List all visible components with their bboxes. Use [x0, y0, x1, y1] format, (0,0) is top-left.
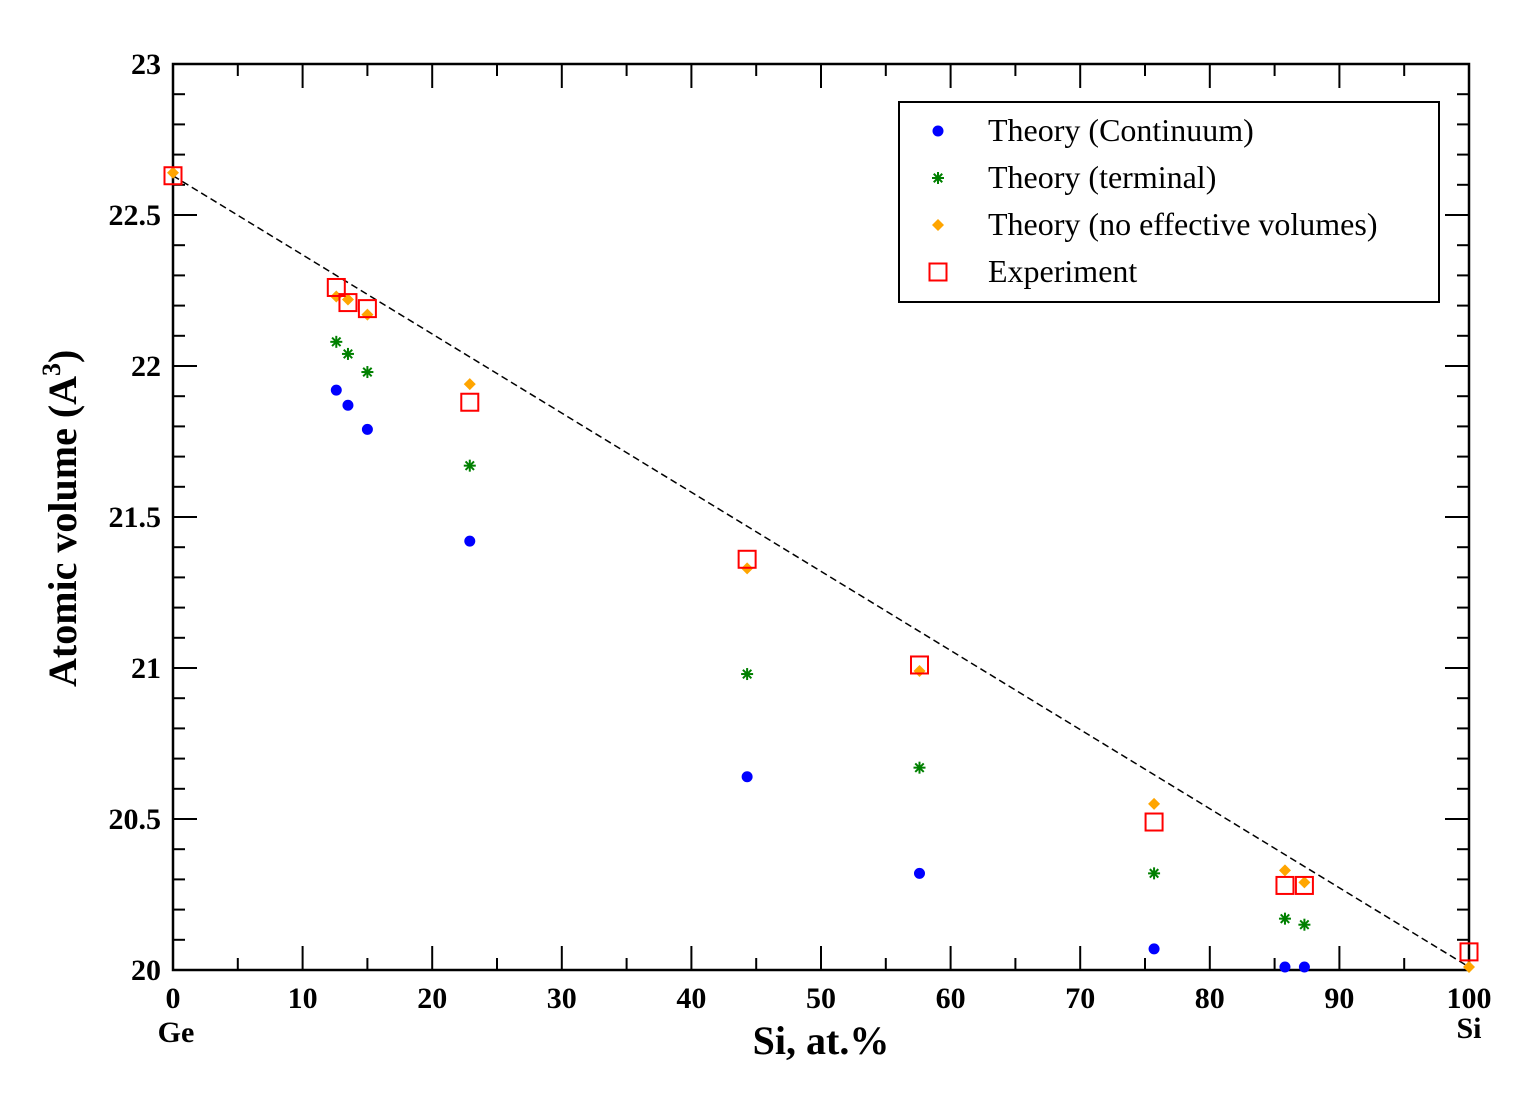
legend-marker-terminal-stroke: [933, 173, 943, 183]
series-experiment: [163, 166, 1479, 962]
x-tick-label: 80: [1195, 982, 1225, 1015]
terminal-point: [361, 366, 374, 379]
x-end-label-si: Si: [1456, 1012, 1481, 1045]
continuum-point: [330, 384, 342, 396]
no-effective-volumes-point: [913, 665, 926, 678]
y-tick-label: 22: [131, 350, 161, 383]
y-tick-label: 20: [131, 954, 161, 987]
no-effective-volumes-point: [361, 308, 374, 321]
experiment-point: [460, 392, 480, 412]
no-effective-volumes-point: [463, 378, 476, 391]
continuum-point: [1279, 961, 1291, 973]
x-tick-label: 0: [166, 982, 181, 1015]
experiment-point: [338, 293, 358, 313]
legend-label-continuum: Theory (Continuum): [988, 112, 1254, 148]
reference-line-group: [172, 175, 1470, 968]
legend-box: [898, 101, 1440, 303]
legend-marker-no-effective-volumes: [932, 219, 944, 231]
experiment-point: [1294, 875, 1314, 895]
continuum-point: [913, 867, 925, 879]
x-tick-label: 30: [547, 982, 577, 1015]
terminal-point-stroke: [742, 669, 753, 679]
continuum-point: [741, 771, 753, 783]
terminal-point-stroke: [362, 367, 373, 377]
legend-markers: [928, 125, 948, 282]
x-tick-label: 90: [1324, 982, 1354, 1015]
x-tick-label: 10: [288, 982, 318, 1015]
experiment-point: [1459, 942, 1479, 962]
terminal-point: [913, 761, 926, 774]
terminal-point: [463, 459, 476, 472]
no-effective-volumes-point: [167, 166, 179, 179]
y-tick-label: 22.5: [109, 199, 162, 232]
terminal-point-stroke: [1149, 868, 1160, 879]
terminal-point-stroke: [343, 348, 353, 359]
axis-ticks: 0 10 20 30 40 50 60 70 80 90 100 20 20.5 21 21.5 22 22.5…: [109, 48, 1492, 1015]
legend-label-terminal: Theory (terminal): [988, 159, 1216, 195]
terminal-point: [1278, 912, 1291, 925]
terminal-point-stroke: [914, 762, 925, 773]
data-marks: [163, 166, 1479, 973]
terminal-point-stroke: [464, 460, 475, 471]
experiment-point: [1275, 875, 1295, 895]
vegard-reference-line: [172, 175, 1470, 968]
experiment-point: [326, 277, 346, 297]
legend: Theory (Continuum) Theory (terminal) The…: [898, 101, 1440, 303]
y-axis-title: Atomic volume (A3): [37, 350, 85, 687]
x-end-label-ge: Ge: [158, 1016, 195, 1049]
terminal-point: [1148, 867, 1161, 880]
y-tick-label: 23: [131, 48, 161, 81]
experiment-point: [1144, 812, 1164, 832]
legend-label-experiment: Experiment: [988, 253, 1137, 289]
x-tick-label: 70: [1065, 982, 1095, 1015]
series-terminal: [330, 335, 1311, 931]
terminal-point-stroke: [331, 336, 342, 347]
experiment-point: [909, 655, 929, 675]
x-tick-label: 100: [1447, 982, 1492, 1015]
no-effective-volumes-point: [1298, 876, 1311, 889]
continuum-point: [361, 423, 373, 435]
y-tick-label: 20.5: [109, 803, 162, 836]
terminal-point-stroke: [1299, 919, 1310, 930]
y-tick-label: 21: [131, 652, 161, 685]
terminal-point: [341, 347, 354, 360]
experiment-point: [357, 299, 377, 319]
x-tick-label: 60: [936, 982, 966, 1015]
continuum-point: [1298, 961, 1310, 973]
terminal-point-stroke: [1280, 913, 1290, 924]
experiment-point: [163, 166, 183, 186]
continuum-point: [342, 399, 354, 411]
legend-marker-continuum: [932, 125, 944, 137]
no-effective-volumes-point: [1148, 797, 1161, 810]
x-tick-label: 20: [417, 982, 447, 1015]
experiment-point: [737, 549, 757, 569]
continuum-point: [1148, 943, 1160, 955]
y-tick-label: 21.5: [109, 501, 162, 534]
legend-marker-experiment: [928, 262, 948, 282]
terminal-point: [741, 668, 754, 681]
x-tick-label: 40: [676, 982, 706, 1015]
y-axis-title-close: ): [40, 350, 85, 363]
legend-marker-terminal: [932, 172, 944, 184]
y-axis-title-main: Atomic volume (A: [40, 376, 85, 687]
no-effective-volumes-point: [1463, 960, 1475, 973]
no-effective-volumes-point: [1278, 864, 1291, 877]
series-continuum: [330, 384, 1310, 973]
x-tick-label: 50: [806, 982, 836, 1015]
legend-label-no-effective-volumes: Theory (no effective volumes): [988, 206, 1377, 242]
x-axis-title: Si, at.%: [753, 1018, 890, 1063]
terminal-point: [1298, 918, 1311, 931]
terminal-point: [330, 335, 343, 348]
continuum-point: [464, 535, 476, 547]
y-axis-title-superscript: 3: [37, 363, 66, 376]
